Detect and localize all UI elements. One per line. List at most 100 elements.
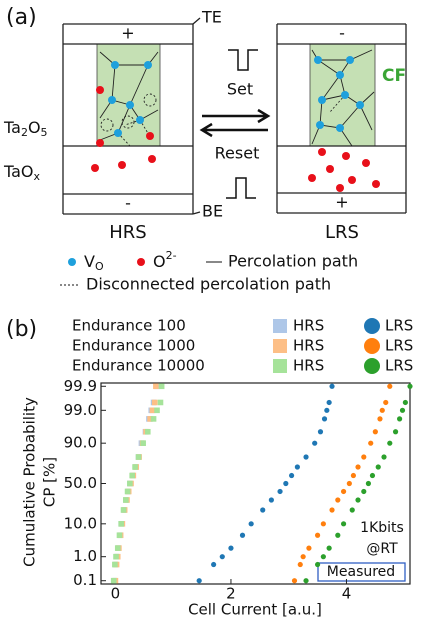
point — [118, 521, 124, 527]
legend-label: HRS — [293, 317, 324, 335]
point — [301, 554, 306, 559]
y-axis-title: CP [%] — [41, 457, 59, 507]
point — [283, 481, 288, 486]
oxygen-ion — [118, 161, 126, 169]
text: 2 — [21, 126, 28, 139]
x-axis-title: Cell Current [a.u.] — [188, 601, 322, 619]
annotation: Measured — [327, 564, 395, 580]
polarity: - — [339, 24, 345, 43]
point — [400, 408, 405, 413]
point — [295, 464, 300, 469]
point — [335, 533, 340, 538]
vacancy — [336, 71, 344, 79]
reset-label: Reset — [215, 144, 260, 163]
panel-label: (b) — [6, 317, 37, 342]
point — [347, 481, 352, 486]
text: O — [95, 260, 104, 273]
legend-row-label: Endurance 10000 — [72, 357, 205, 375]
point — [211, 562, 216, 567]
point — [324, 408, 329, 413]
point — [197, 578, 202, 583]
point — [312, 441, 317, 446]
point — [341, 521, 346, 526]
vacancy — [111, 61, 119, 69]
point — [136, 454, 142, 460]
point — [315, 533, 320, 538]
arrow — [202, 124, 268, 136]
point — [220, 554, 225, 559]
oxygen-ion — [318, 148, 326, 156]
point — [373, 429, 378, 434]
vacancy — [341, 91, 349, 99]
legend-label: LRS — [385, 317, 413, 335]
point — [260, 507, 265, 512]
y-tick-label: 10.0 — [64, 514, 97, 532]
y-tick-label: 99.0 — [64, 401, 97, 419]
point — [112, 562, 118, 568]
vacancy — [114, 129, 122, 137]
point — [249, 521, 254, 526]
cf-label: CF — [382, 66, 406, 86]
legend-label: LRS — [385, 357, 413, 375]
x-tick-label: 0 — [111, 585, 121, 603]
set-label: Set — [227, 80, 253, 99]
vacancy — [318, 96, 326, 104]
oxygen-ion — [146, 132, 154, 140]
y-tick-label: 0.1 — [73, 571, 97, 589]
vacancy — [136, 116, 144, 124]
y-tick-label: 90.0 — [64, 434, 97, 452]
pulse — [228, 50, 258, 70]
legend-label: HRS — [293, 357, 324, 375]
legend-marker — [364, 338, 380, 354]
point — [151, 416, 157, 422]
legend-label: VO — [84, 252, 104, 274]
point — [351, 473, 356, 478]
point — [289, 473, 294, 478]
point — [129, 473, 135, 479]
point — [397, 416, 402, 421]
text: O — [28, 118, 41, 137]
legend-label: Percolation path — [228, 252, 358, 271]
vacancy — [316, 121, 324, 129]
oxygen-ion — [362, 159, 370, 167]
oxide-label: Ta2O5 — [3, 118, 48, 140]
point — [145, 429, 151, 435]
point — [407, 384, 412, 389]
point — [315, 562, 320, 567]
point — [153, 383, 159, 389]
point — [303, 578, 308, 583]
oxygen-ion — [326, 165, 334, 173]
legend-marker — [364, 318, 380, 334]
point — [303, 454, 308, 459]
polarity: - — [125, 194, 131, 213]
vacancy — [346, 56, 354, 64]
annotation: 1Kbits — [360, 520, 404, 536]
text: x — [34, 170, 41, 183]
vacancy — [108, 96, 116, 104]
point — [228, 546, 233, 551]
vacancy — [336, 124, 344, 132]
oxygen-ion — [91, 164, 99, 172]
point — [292, 578, 297, 583]
point — [335, 497, 340, 502]
point — [377, 416, 382, 421]
annotation: @RT — [366, 541, 398, 557]
arrow — [202, 110, 268, 122]
point — [329, 384, 334, 389]
panel-a: (a) + - TE BE Ta2O5 TaOx HRS Set Reset — [3, 5, 406, 294]
oxygen-ion — [372, 180, 380, 188]
point — [113, 554, 119, 560]
x-tick-label: 2 — [226, 585, 236, 603]
line — [193, 18, 200, 24]
legend-label: Disconnected percolation path — [86, 275, 331, 294]
point — [318, 429, 323, 434]
point — [366, 481, 371, 486]
point — [132, 464, 138, 470]
point — [115, 545, 121, 551]
legend-marker — [273, 339, 287, 353]
be-label: BE — [202, 202, 223, 221]
legend-row-label: Endurance 100 — [72, 317, 186, 335]
point — [380, 408, 385, 413]
point — [121, 507, 127, 513]
point — [350, 507, 355, 512]
